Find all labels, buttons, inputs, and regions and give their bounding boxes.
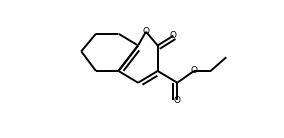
Text: O: O bbox=[170, 31, 177, 40]
Text: O: O bbox=[191, 67, 197, 75]
Text: O: O bbox=[174, 96, 181, 105]
Text: O: O bbox=[142, 27, 149, 36]
